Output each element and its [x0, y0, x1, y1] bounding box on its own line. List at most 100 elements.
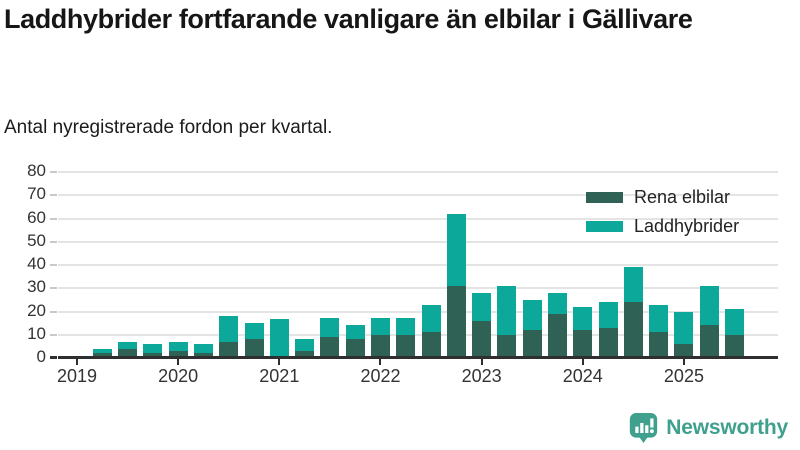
bar-segment-rena-elbilar: [295, 351, 315, 358]
bar-segment-rena-elbilar: [320, 337, 340, 358]
gridline-60: [58, 217, 778, 220]
bar-segment-rena-elbilar: [497, 334, 517, 358]
bar-segment-laddhybrider: [396, 318, 416, 335]
bar-2021-Q3: [320, 172, 340, 358]
bar-segment-laddhybrider: [269, 318, 289, 356]
legend-label-laddhybrider: Laddhybrider: [634, 215, 740, 236]
bar-segment-rena-elbilar: [193, 353, 213, 358]
x-tick-mark: [682, 358, 685, 365]
y-tick-label: 60: [27, 207, 46, 227]
bar-segment-rena-elbilar: [219, 341, 239, 358]
brand-footer: Newsworthy: [628, 411, 788, 445]
bar-segment-laddhybrider: [623, 267, 643, 303]
y-tick-label: 50: [27, 230, 46, 250]
x-tick-label: 2022: [360, 366, 401, 386]
bar-segment-rena-elbilar: [421, 332, 441, 358]
y-tick-label: 20: [27, 300, 46, 320]
bar-2022-Q2: [396, 172, 416, 358]
bar-segment-rena-elbilar: [92, 353, 112, 358]
y-tick-label: 10: [27, 323, 46, 343]
bar-segment-laddhybrider: [522, 299, 542, 331]
y-tick-mark: [50, 240, 57, 243]
y-tick-mark: [50, 217, 57, 220]
bar-segment-rena-elbilar: [548, 313, 567, 358]
bar-2024-Q3: [623, 172, 643, 358]
bar-segment-laddhybrider: [193, 344, 213, 354]
gridline-50: [58, 240, 778, 243]
x-axis-line: [58, 356, 778, 359]
gridline-80: [58, 171, 778, 173]
bar-2025-Q1: [674, 172, 694, 358]
y-tick-mark: [50, 171, 57, 173]
bar-2020-Q2: [193, 172, 213, 358]
y-tick-mark: [50, 287, 57, 290]
bar-segment-laddhybrider: [370, 318, 390, 335]
bar-segment-laddhybrider: [649, 304, 669, 333]
x-tick-label: 2024: [562, 366, 603, 386]
legend-label-rena-elbilar: Rena elbilar: [634, 186, 731, 207]
brand-name: Newsworthy: [666, 416, 788, 439]
y-tick-label: 80: [27, 161, 46, 180]
gridline-70: [58, 194, 778, 197]
bar-segment-laddhybrider: [472, 292, 492, 321]
bar-2025-Q2: [699, 172, 719, 358]
x-tick-mark: [581, 358, 584, 365]
bar-2020-Q4: [244, 172, 264, 358]
gridline-30: [58, 287, 778, 290]
y-tick-label: 40: [27, 254, 46, 273]
gridline-40: [58, 264, 778, 266]
bar-segment-rena-elbilar: [370, 334, 390, 358]
bar-2023-Q2: [497, 172, 517, 358]
bar-segment-rena-elbilar: [573, 330, 593, 358]
bar-segment-rena-elbilar: [674, 344, 694, 358]
bar-segment-laddhybrider: [345, 325, 365, 340]
bar-2023-Q3: [522, 172, 542, 358]
legend: Rena elbilar Laddhybrider: [586, 187, 739, 236]
bar-segment-laddhybrider: [674, 311, 694, 345]
bar-segment-laddhybrider: [143, 344, 163, 354]
bar-segment-rena-elbilar: [244, 339, 264, 358]
bar-2022-Q1: [370, 172, 390, 358]
bar-2019-Q2: [92, 172, 112, 358]
bar-2020-Q3: [219, 172, 239, 358]
bar-segment-rena-elbilar: [118, 348, 138, 358]
legend-item-rena-elbilar: Rena elbilar: [586, 187, 739, 207]
x-tick-label: 2019: [56, 366, 98, 386]
chart-title: Laddhybrider fortfarande vanligare än el…: [4, 4, 693, 34]
bar-segment-laddhybrider: [295, 339, 315, 352]
bar-segment-laddhybrider: [573, 306, 593, 331]
bar-2025-Q3: [725, 172, 745, 358]
y-tick-mark: [50, 194, 57, 197]
bar-segment-rena-elbilar: [168, 351, 188, 358]
bar-2024-Q1: [573, 172, 593, 358]
bar-segment-laddhybrider: [598, 302, 618, 328]
bar-2020-Q1: [168, 172, 188, 358]
gridline-20: [58, 310, 778, 313]
x-tick-mark: [480, 358, 483, 365]
bar-segment-rena-elbilar: [725, 334, 745, 358]
legend-swatch-rena-elbilar: [586, 191, 623, 203]
bar-segment-rena-elbilar: [598, 327, 618, 358]
bar-2022-Q4: [446, 172, 466, 358]
x-tick-mark: [379, 358, 382, 365]
bar-segment-laddhybrider: [548, 292, 567, 314]
bar-segment-laddhybrider: [699, 285, 719, 326]
bar-2021-Q1: [269, 172, 289, 358]
chart: 0 10 20 30 40 50 60 70 80 Rena elbilar Laddhybri…: [0, 160, 800, 395]
x-tick-label: 2020: [158, 366, 199, 386]
bar-segment-laddhybrider: [118, 341, 138, 349]
x-tick-label: 2025: [663, 366, 704, 386]
bar-segment-rena-elbilar: [522, 330, 542, 358]
y-tick-mark: [50, 310, 57, 313]
bar-segment-laddhybrider: [497, 285, 517, 335]
y-axis: 0 10 20 30 40 50 60 70 80: [0, 161, 58, 366]
y-tick-mark: [50, 333, 57, 336]
y-tick-mark: [50, 356, 57, 359]
y-tick-mark: [50, 264, 57, 266]
bar-2021-Q2: [295, 172, 315, 358]
x-tick-mark: [278, 358, 281, 365]
bar-segment-laddhybrider: [244, 323, 264, 340]
plot-area: [58, 171, 778, 359]
x-tick-mark: [177, 358, 180, 365]
